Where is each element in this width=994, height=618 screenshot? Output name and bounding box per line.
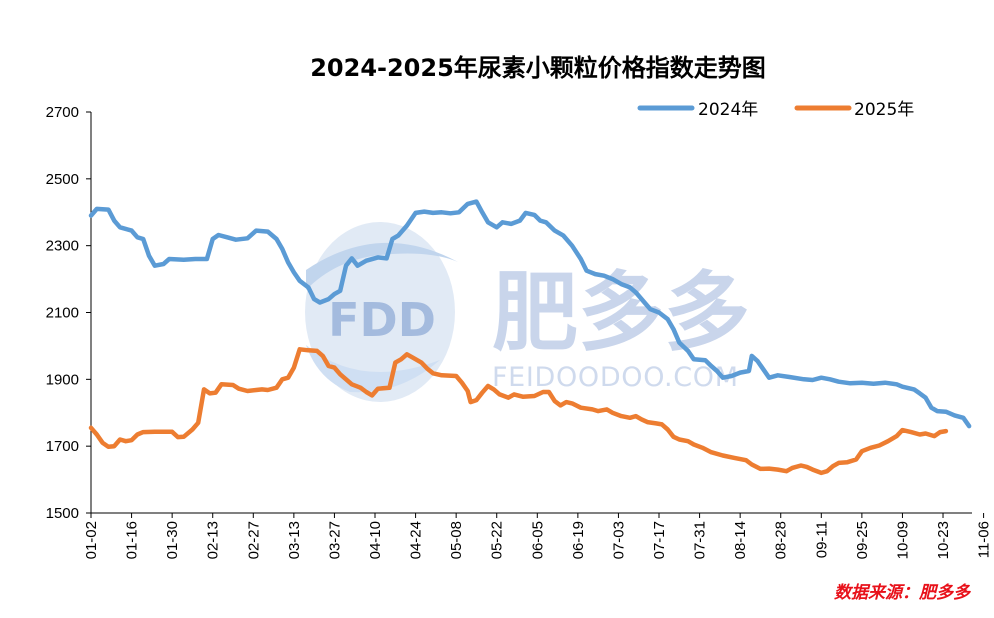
y-tick-label: 1700 — [46, 438, 79, 455]
x-tick-label: 02-13 — [205, 521, 222, 559]
watermark-brand-cn: 肥多多 — [492, 263, 750, 363]
y-tick-label: 2100 — [46, 305, 79, 322]
series-line-2025 — [88, 347, 949, 476]
x-tick-label: 01-02 — [83, 521, 100, 559]
x-tick-label: 11-06 — [976, 521, 993, 558]
x-tick-label: 08-28 — [773, 521, 790, 559]
x-tick-label: 10-09 — [894, 521, 911, 559]
watermark: FDD 肥多多 FEIDOODOO.COM — [305, 222, 750, 402]
y-tick-label: 2300 — [46, 238, 79, 255]
x-tick-label: 06-19 — [570, 521, 587, 559]
x-tick-label: 09-11 — [813, 521, 830, 558]
x-tick-label: 05-08 — [448, 521, 465, 559]
x-tick-label: 06-05 — [529, 521, 546, 559]
x-tick-label: 04-10 — [367, 521, 384, 559]
x-tick-label: 03-13 — [286, 521, 303, 559]
legend-label-2025: 2025年 — [854, 100, 914, 120]
x-tick-label: 08-14 — [732, 521, 749, 559]
watermark-logo: FDD — [305, 222, 458, 402]
legend: 2024年 2025年 — [637, 100, 914, 120]
x-tick-label: 05-22 — [489, 521, 506, 559]
y-tick-label: 1900 — [46, 371, 79, 388]
y-tick-label: 2700 — [46, 104, 79, 121]
x-tick-label: 02-27 — [245, 521, 262, 559]
legend-label-2024: 2024年 — [698, 100, 758, 120]
series-line-2024 — [88, 199, 972, 429]
watermark-brand-en: FEIDOODOO.COM — [492, 362, 738, 393]
y-axis-ticks: 1500 1700 1900 2100 2300 2500 2700 — [46, 104, 91, 522]
x-tick-label: 01-30 — [164, 521, 181, 559]
y-tick-label: 1500 — [46, 505, 79, 522]
y-tick-label: 2500 — [46, 171, 79, 188]
x-tick-label: 01-16 — [124, 521, 141, 559]
x-axis-ticks: 01-02 01-16 01-30 02-13 02-27 03-13 03-27 04-10… — [83, 513, 993, 559]
source-note: 数据来源：肥多多 — [834, 583, 972, 603]
x-tick-label: 07-31 — [692, 521, 709, 559]
watermark-logo-text: FDD — [328, 293, 436, 347]
chart-title: 2024-2025年尿素小颗粒价格指数走势图 — [310, 54, 766, 82]
x-tick-label: 07-03 — [610, 521, 627, 559]
series-layer — [88, 199, 972, 476]
x-tick-label: 04-24 — [408, 521, 425, 559]
x-tick-label: 10-23 — [935, 521, 952, 559]
x-tick-label: 07-17 — [651, 521, 668, 559]
x-tick-label: 03-27 — [326, 521, 343, 559]
x-tick-label: 09-25 — [854, 521, 871, 559]
